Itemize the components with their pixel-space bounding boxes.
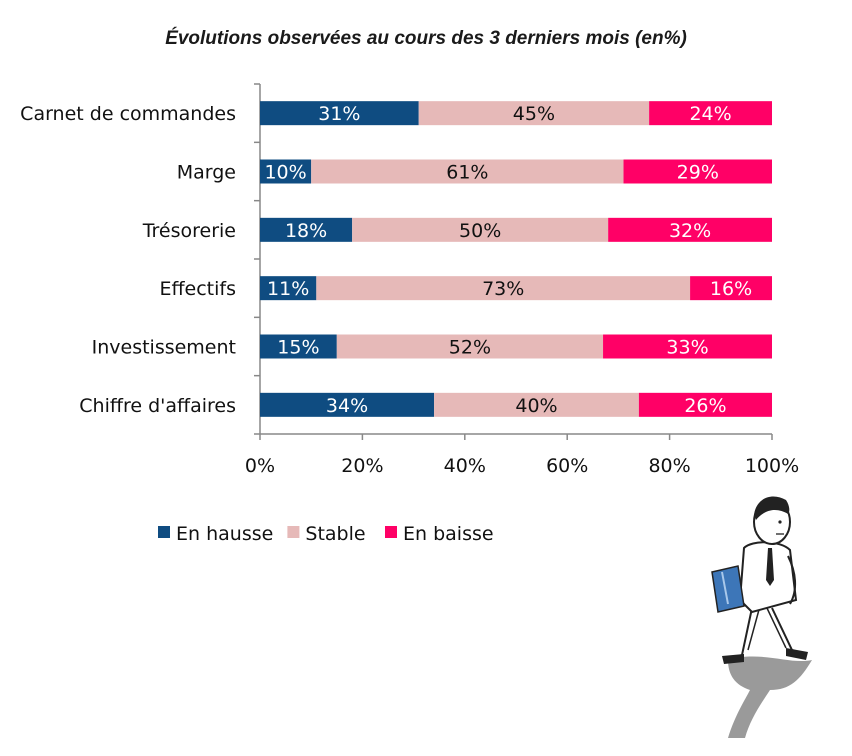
bar-segment: [260, 334, 337, 359]
data-label: 61%: [446, 162, 488, 184]
bar-segment: [352, 217, 609, 242]
data-label: 33%: [666, 337, 708, 359]
category-label: Chiffre d'affaires: [79, 395, 236, 417]
bar-segment: [690, 276, 772, 301]
bar-segment: [316, 276, 691, 301]
chart-bars: 31% 45% 24% 10% 61% 29% 18% 50% 32% 11% 73% 16% 15% 5…: [260, 101, 772, 417]
legend-label: En baisse: [403, 523, 494, 545]
category-label: Marge: [177, 162, 236, 184]
bar-segment: [649, 101, 772, 126]
x-tick-labels: 0% 20% 40% 60% 80% 100%: [245, 434, 799, 477]
bar-segment: [608, 217, 772, 242]
data-label: 24%: [689, 103, 731, 125]
chart-axes: [254, 83, 772, 435]
bar-segment: [638, 392, 772, 417]
x-tick-label: 80%: [648, 455, 690, 477]
category-label: Trésorerie: [142, 220, 236, 242]
legend-swatch: [287, 526, 300, 538]
data-label: 26%: [684, 395, 726, 417]
chart-legend: En hausse Stable En baisse: [158, 523, 494, 545]
legend-swatch: [158, 526, 170, 538]
legend-swatch: [385, 526, 397, 538]
bar-segment: [260, 392, 435, 417]
bar-segment: [260, 217, 353, 242]
data-label: 45%: [513, 103, 555, 125]
data-label: 32%: [669, 220, 711, 242]
data-label: 52%: [449, 337, 491, 359]
data-label: 34%: [326, 395, 368, 417]
x-tick-label: 20%: [341, 455, 383, 477]
walking-businessman-icon: [711, 496, 812, 738]
legend-label: En hausse: [176, 523, 273, 545]
chart-title: Évolutions observées au cours des 3 dern…: [165, 28, 687, 49]
x-tick-label: 100%: [745, 455, 799, 477]
bar-segment: [603, 334, 772, 359]
bar-segment: [260, 159, 312, 184]
bar-segment: [311, 159, 624, 184]
category-label: Investissement: [92, 337, 236, 359]
data-label: 50%: [459, 220, 501, 242]
data-label: 40%: [515, 395, 557, 417]
data-label: 11%: [267, 278, 309, 300]
category-label: Effectifs: [159, 278, 236, 300]
data-label: 18%: [285, 220, 327, 242]
category-labels: Carnet de commandes Marge Trésorerie Effect…: [20, 103, 236, 417]
data-label: 73%: [482, 278, 524, 300]
bar-segment: [260, 101, 419, 126]
bar-segment: [418, 101, 650, 126]
x-tick-label: 60%: [546, 455, 588, 477]
bar-segment: [260, 276, 317, 301]
data-label: 15%: [277, 337, 319, 359]
x-tick-label: 0%: [245, 455, 275, 477]
legend-label: Stable: [305, 523, 365, 545]
data-label: 10%: [264, 162, 306, 184]
x-tick-label: 40%: [444, 455, 486, 477]
data-label: 29%: [677, 162, 719, 184]
data-label: 31%: [318, 103, 360, 125]
data-label: 16%: [710, 278, 752, 300]
category-label: Carnet de commandes: [20, 103, 236, 125]
bar-segment: [623, 159, 772, 184]
bar-segment: [336, 334, 604, 359]
bar-segment: [434, 392, 639, 417]
